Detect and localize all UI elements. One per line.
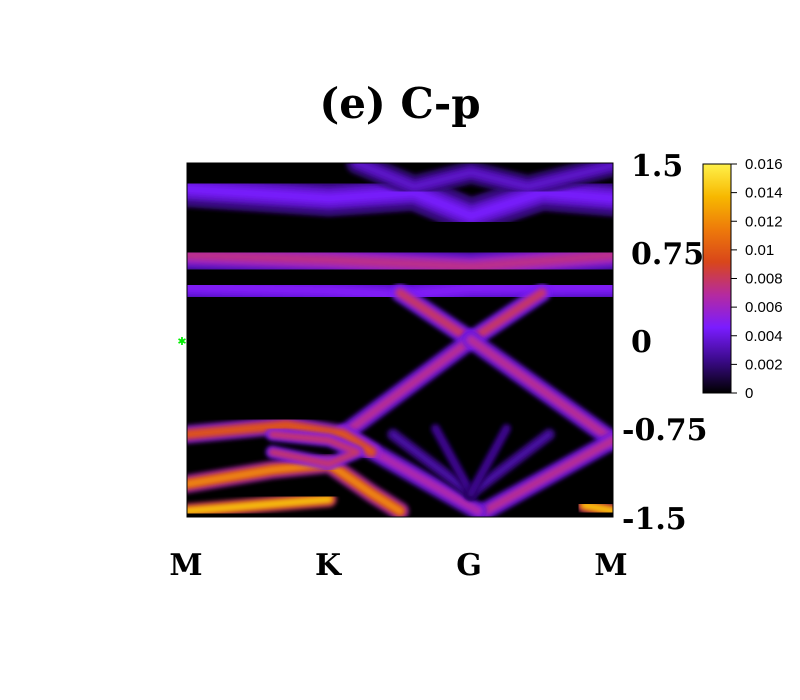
x-tick-label: K	[315, 548, 342, 583]
y-tick-label: 1.5	[631, 149, 683, 184]
band-bottom-edge-right	[582, 503, 613, 514]
y-axis-ticks: 1.5 0.75 0 -0.75 -1.5	[622, 149, 708, 537]
x-tick-label: G	[456, 548, 482, 583]
colorbar-tick-label: 0.01	[745, 242, 774, 259]
y-tick-label: -0.75	[622, 413, 708, 448]
plot-frame	[186, 162, 614, 518]
colorbar-tick-label: 0	[745, 385, 753, 402]
y-tick-label: -1.5	[622, 502, 687, 537]
band-left-bright-band	[187, 422, 375, 455]
band-cone-left	[340, 337, 474, 437]
x-tick-label: M	[169, 548, 202, 583]
band-flat-red-band	[187, 250, 613, 272]
band-fan-1	[391, 432, 473, 496]
band-k-loop	[270, 432, 360, 466]
colorbar-tick-label: 0.014	[745, 185, 783, 202]
colorbar-tick-label: 0.016	[745, 156, 783, 173]
colorbar-scale	[702, 163, 732, 394]
band-fan-2	[469, 432, 551, 496]
colorbar-tick-label: 0.006	[745, 299, 783, 316]
band-layer	[187, 163, 613, 517]
band-upper-violet-arc-2	[354, 163, 613, 190]
y-tick-label: 0.75	[631, 237, 704, 272]
y-tick-label: 0	[631, 325, 652, 360]
band-cone-right	[468, 337, 613, 443]
colorbar-tick-label: 0.012	[745, 213, 783, 230]
colorbar-tick-label: 0.004	[745, 328, 783, 345]
colorbar-ticks: 0.016 0.014 0.012 0.01 0.008 0.006 0.004 0.002 0	[731, 156, 783, 402]
band-lower-right-v	[482, 437, 613, 514]
colorbar: 0.016 0.014 0.012 0.01 0.008 0.006 0.004 0.002 0	[702, 156, 783, 402]
chart-title: (e) C-p	[319, 79, 480, 128]
colorbar-tick-label: 0.008	[745, 271, 783, 288]
band-upper-violet-arc	[187, 184, 613, 222]
x-tick-label: M	[594, 548, 627, 583]
colorbar-tick-label: 0.002	[745, 356, 783, 373]
band-cone-upper-left	[397, 290, 474, 343]
band-bottom-edge-left	[187, 497, 332, 514]
band-fan-3	[434, 427, 473, 495]
fermi-marker-icon: ✱	[177, 335, 186, 348]
heatmap-plot	[186, 162, 614, 518]
band-cone-upper-right	[468, 290, 545, 343]
x-axis-ticks: M K G M	[169, 548, 627, 583]
band-fan-4	[469, 427, 508, 495]
